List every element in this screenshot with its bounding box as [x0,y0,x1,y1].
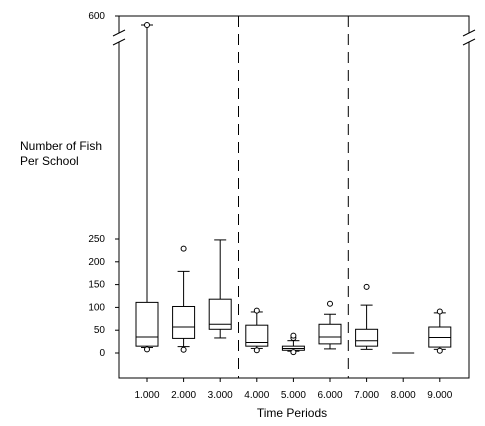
break-slash [462,38,476,46]
iqr-box [172,305,196,339]
outlier-point [327,300,333,307]
outlier-point [290,332,297,339]
outlier-point [436,308,443,315]
box-3.000 [208,239,232,339]
axis-break-marks [112,29,476,46]
y-tick-label: 600 [88,11,105,22]
box-1.000 [135,22,159,353]
iqr-box [245,324,269,347]
box-7.000 [355,283,379,350]
outlier-point [180,346,187,353]
outlier-point [144,22,150,28]
x-tick-label: 4.000 [244,390,269,401]
y-tick-label: 100 [88,302,105,313]
outlier-point [290,349,297,356]
break-gap [116,33,122,42]
y-axis-title-line-1: Number of Fish [20,139,102,153]
boxes [135,22,452,356]
break-slash [462,29,476,37]
x-tick-label: 3.000 [208,390,233,401]
box-6.000 [318,300,342,350]
x-tick-label: 7.000 [354,390,379,401]
y-tick-label: 0 [99,348,105,359]
iqr-box [135,301,159,347]
x-tick-label: 8.000 [391,390,416,401]
box-5.000 [281,332,305,356]
y-tick-label: 200 [88,257,105,268]
box-2.000 [172,245,196,353]
y-axis-title-line-2: Per School [20,154,79,168]
outlier-point [180,245,187,252]
period-dividers [238,16,349,378]
outlier-point [144,346,150,353]
x-tick-label: 6.000 [317,390,342,401]
x-axis: 1.000 2.000 3.000 4.000 5.000 6.000 7.000 8.000… [134,378,453,401]
x-tick-label: 1.000 [134,390,159,401]
y-tick-label: 250 [88,234,105,245]
x-tick-label: 9.000 [427,390,452,401]
break-slash [112,38,126,46]
iqr-box [355,328,379,347]
outlier-point [363,283,370,290]
x-tick-label: 5.000 [281,390,306,401]
y-tick-label: 150 [88,280,105,291]
outlier-point [436,347,443,354]
y-axis: 0 50 100 150 200 250 600 [88,11,119,359]
iqr-box [318,323,342,345]
iqr-box [208,298,232,330]
break-slash [112,29,126,37]
y-tick-label: 50 [94,325,106,336]
x-axis-title: Time Periods [257,406,327,420]
outlier-point [253,347,260,354]
x-tick-label: 2.000 [171,390,196,401]
plot-frame [118,15,470,379]
box-9.000 [428,308,452,354]
box-4.000 [245,307,269,354]
outlier-point [253,307,260,314]
break-gap [466,33,472,42]
